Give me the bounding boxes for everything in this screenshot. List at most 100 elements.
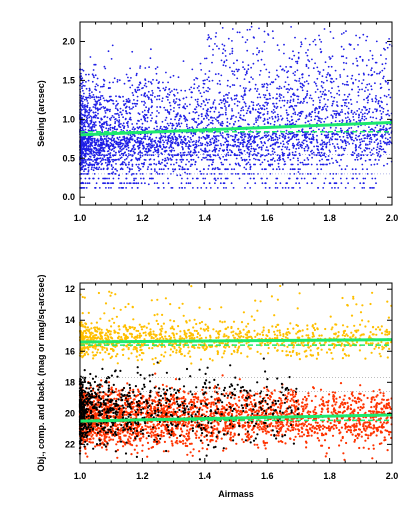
seeing-data-point: [342, 147, 345, 150]
seeing-data-point: [292, 147, 295, 149]
seeing-data-point: [351, 138, 353, 141]
seeing-data-point: [320, 41, 323, 43]
seeing-data-point: [326, 158, 329, 161]
seeing-data-point: [290, 119, 293, 122]
seeing-data-point: [167, 140, 170, 142]
seeing-data-point: [368, 107, 371, 110]
seeing-data-point: [173, 163, 175, 166]
seeing-data-point: [388, 88, 390, 91]
seeing-data-point: [335, 138, 337, 141]
seeing-data-point: [287, 143, 289, 145]
seeing-data-point: [80, 163, 83, 166]
seeing-data-point: [219, 157, 222, 160]
seeing-data-point: [356, 110, 359, 112]
seeing-data-point: [169, 108, 172, 111]
seeing-data-point: [385, 41, 388, 44]
seeing-data-point: [131, 187, 134, 189]
seeing-data-point: [279, 97, 282, 99]
seeing-data-point: [83, 104, 85, 107]
seeing-data-point: [316, 134, 318, 137]
seeing-data-point: [341, 111, 344, 113]
seeing-data-point: [377, 102, 380, 105]
seeing-data-point: [163, 141, 166, 144]
seeing-data-point: [82, 182, 85, 185]
seeing-data-point: [230, 134, 232, 137]
seeing-data-point: [147, 111, 150, 114]
seeing-ticks: 1.0 1.2 1.4 1.6 1.8 2.00.00.51.01.52.0: [62, 22, 398, 223]
seeing-data-point: [240, 136, 243, 139]
seeing-data-point: [93, 96, 95, 99]
seeing-data-point: [93, 122, 96, 125]
seeing-data-point: [341, 105, 344, 107]
seeing-data-point: [112, 81, 114, 84]
seeing-data-point: [185, 145, 187, 148]
seeing-data-point: [139, 65, 142, 67]
seeing-data-point: [125, 187, 127, 189]
seeing-data-point: [296, 60, 299, 63]
seeing-data-point: [101, 123, 103, 126]
seeing-data-point: [237, 119, 240, 122]
seeing-data-point: [242, 143, 244, 146]
seeing-data-point: [191, 141, 194, 143]
seeing-data-point: [114, 173, 116, 175]
seeing-data-point: [88, 177, 91, 180]
seeing-data-point: [151, 138, 154, 141]
seeing-data-point: [274, 187, 277, 189]
seeing-data-point: [244, 119, 247, 122]
seeing-data-point: [361, 109, 363, 111]
seeing-data-point: [208, 164, 210, 167]
seeing-data-point: [203, 182, 206, 185]
seeing-data-point: [96, 138, 99, 141]
seeing-data-point: [206, 150, 208, 153]
seeing-data-point: [184, 120, 187, 122]
seeing-data-point: [216, 119, 219, 122]
seeing-data-point: [196, 103, 199, 106]
seeing-data-point: [319, 48, 322, 50]
seeing-data-point: [213, 146, 216, 149]
seeing-data-point: [98, 157, 100, 160]
seeing-data-point: [351, 151, 354, 154]
seeing-data-point: [227, 79, 229, 82]
seeing-data-point: [238, 177, 241, 180]
seeing-data-point: [223, 149, 226, 152]
seeing-data-point: [173, 99, 175, 101]
seeing-data-point: [282, 155, 284, 157]
seeing-data-point: [222, 155, 225, 158]
seeing-data-point: [375, 148, 378, 151]
seeing-data-point: [90, 163, 93, 166]
seeing-data-point: [101, 95, 104, 97]
seeing-data-point: [110, 99, 113, 102]
seeing-data-point: [96, 163, 98, 166]
seeing-data-point: [282, 168, 284, 171]
seeing-data-point: [129, 112, 132, 115]
seeing-data-point: [253, 150, 256, 153]
seeing-data-point: [338, 114, 341, 116]
seeing-data-point: [313, 145, 315, 148]
seeing-data-point: [138, 84, 141, 86]
seeing-data-point: [324, 177, 327, 180]
seeing-data-point: [281, 117, 284, 120]
seeing-data-point: [310, 130, 313, 133]
seeing-data-point: [304, 37, 307, 40]
seeing-data-point: [182, 106, 184, 109]
seeing-data-point: [271, 147, 274, 150]
object-magnitude-point: [125, 344, 128, 347]
seeing-data-point: [87, 166, 90, 169]
object-magnitude-point: [184, 334, 187, 338]
seeing-data-point: [368, 126, 370, 128]
seeing-data-point: [217, 73, 220, 75]
seeing-data-point: [272, 157, 275, 160]
seeing-data-point: [266, 86, 268, 89]
seeing-data-point: [343, 132, 345, 135]
seeing-data-point: [256, 47, 259, 49]
object-magnitude-point: [207, 329, 210, 332]
seeing-data-point: [308, 74, 310, 77]
seeing-data-point: [211, 119, 214, 122]
seeing-data-point: [242, 114, 245, 117]
seeing-data-point: [267, 121, 270, 124]
seeing-data-point: [289, 101, 292, 104]
seeing-data-point: [364, 112, 366, 115]
object-magnitude-point: [97, 336, 100, 339]
seeing-data-point: [379, 140, 382, 142]
seeing-data-point: [293, 173, 296, 175]
